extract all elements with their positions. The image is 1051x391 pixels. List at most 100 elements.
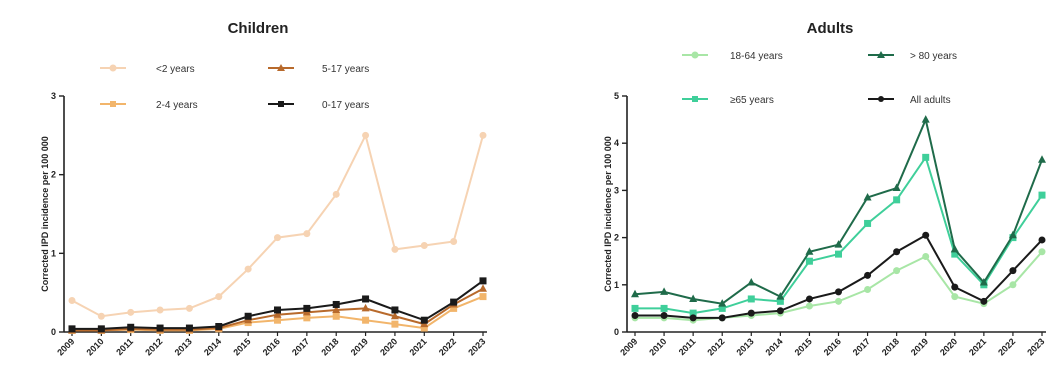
data-point	[362, 131, 370, 139]
data-point	[68, 325, 76, 333]
legend: 18-64 years ≥65 years > 80 years All adu…	[682, 51, 957, 106]
data-point	[864, 219, 872, 227]
legend-marker	[692, 96, 698, 102]
data-point	[776, 297, 784, 305]
x-tick-label: 2020	[378, 336, 399, 357]
plot-area: 0 1 2 3 2009 2010 2011 2012 2013 2014 2015 2016 2017…	[51, 91, 487, 358]
data-point	[1038, 248, 1046, 256]
data-point	[127, 308, 135, 316]
data-point	[244, 265, 252, 273]
x-tick-label: 2023	[466, 336, 487, 357]
x-tick-label: 2009	[55, 336, 76, 357]
x-tick-label: 2012	[143, 336, 164, 357]
legend-marker	[877, 51, 885, 58]
x-tick-label: 2016	[261, 336, 282, 357]
data-point	[1009, 281, 1017, 289]
data-point	[922, 231, 930, 239]
data-point	[776, 292, 785, 300]
x-tick-label: 2022	[437, 336, 458, 357]
x-tick-label: 2011	[114, 336, 135, 357]
x-tick-label: 2010	[647, 336, 668, 357]
series	[68, 131, 487, 320]
chart-children: Children <2 years 2-4 years 5-17 years 0…	[40, 20, 487, 358]
data-point	[274, 234, 281, 242]
data-point	[951, 250, 959, 258]
data-point	[274, 306, 281, 314]
x-tick-label: 2015	[793, 336, 814, 357]
legend-marker	[110, 101, 116, 107]
x-tick-label: 2022	[996, 336, 1017, 357]
data-point	[303, 230, 311, 238]
legend-label: <2 years	[156, 64, 195, 75]
x-tick-label: 2016	[822, 336, 843, 357]
y-tick-label: 0	[51, 327, 56, 337]
data-point	[68, 297, 76, 305]
data-point	[391, 245, 399, 253]
data-point	[718, 299, 727, 307]
data-point	[689, 314, 697, 322]
data-point	[631, 289, 639, 298]
data-point	[660, 287, 669, 295]
data-point	[244, 312, 252, 320]
data-point	[332, 312, 340, 320]
data-point	[362, 295, 370, 303]
data-point	[420, 241, 428, 249]
data-point	[864, 286, 872, 294]
data-point	[805, 257, 813, 265]
data-point	[631, 311, 639, 319]
x-tick-label: 2013	[173, 336, 194, 357]
x-tick-label: 2018	[319, 336, 340, 357]
data-point	[922, 252, 930, 260]
data-point	[805, 295, 813, 303]
data-point	[156, 324, 164, 332]
legend-label: 18-64 years	[730, 51, 783, 62]
data-point	[450, 298, 458, 306]
data-point	[215, 322, 223, 330]
data-point	[747, 309, 755, 317]
data-point	[631, 304, 639, 312]
x-tick-label: 2018	[880, 336, 901, 357]
data-point	[950, 244, 959, 253]
data-point	[391, 320, 399, 328]
data-point	[97, 312, 105, 320]
x-tick-label: 2019	[909, 336, 930, 357]
y-tick-label: 2	[614, 233, 619, 243]
legend-entry: ≥65 years	[682, 95, 774, 106]
data-point	[893, 267, 901, 275]
data-point	[864, 271, 872, 279]
data-point	[156, 306, 164, 314]
y-tick-label: 0	[614, 327, 619, 337]
data-point	[863, 192, 872, 201]
legend-marker	[109, 64, 117, 72]
data-point	[689, 294, 698, 302]
data-point	[718, 314, 726, 322]
x-tick-label: 2017	[290, 336, 311, 357]
chart-title: Children	[228, 20, 289, 37]
legend-entry: All adults	[868, 95, 951, 106]
data-point	[893, 196, 901, 204]
series	[631, 231, 1046, 322]
x-tick-label: 2015	[231, 336, 252, 357]
data-point	[660, 311, 668, 319]
data-point	[303, 314, 311, 322]
data-point	[835, 288, 842, 296]
data-point	[361, 303, 370, 312]
x-tick-label: 2010	[85, 336, 106, 357]
data-point	[718, 304, 726, 312]
data-point	[805, 247, 814, 255]
data-point	[185, 324, 193, 332]
data-point	[391, 306, 399, 314]
x-tick-label: 2014	[202, 336, 223, 357]
x-tick-label: 2017	[851, 336, 872, 357]
data-point	[479, 131, 487, 139]
data-point	[979, 277, 988, 286]
legend: <2 years 2-4 years 5-17 years 0-17 years	[100, 64, 369, 111]
series-line	[634, 116, 1043, 305]
data-point	[479, 277, 487, 285]
x-tick-label: 2012	[705, 336, 726, 357]
legend-label: All adults	[910, 95, 951, 106]
data-point	[1009, 267, 1017, 275]
data-point	[834, 240, 843, 248]
data-point	[332, 305, 341, 313]
data-point	[951, 293, 959, 301]
